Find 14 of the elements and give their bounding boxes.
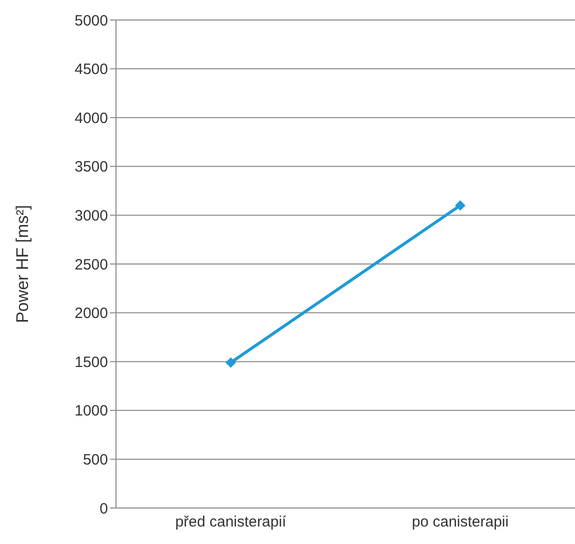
y-tick-label: 4000 xyxy=(74,110,108,127)
y-tick-label: 500 xyxy=(82,452,108,469)
x-tick-label: před canisterapií xyxy=(175,514,288,531)
y-axis-title: Power HF [ms²] xyxy=(12,204,32,324)
y-tick-label: 4500 xyxy=(74,61,108,78)
y-tick-label: 2500 xyxy=(74,256,108,274)
y-tick-label: 1000 xyxy=(74,402,108,420)
y-tick-label: 5000 xyxy=(74,12,108,30)
y-tick-label: 3500 xyxy=(74,158,108,176)
y-tick-label: 0 xyxy=(100,500,108,518)
y-tick-label: 1500 xyxy=(74,354,108,371)
x-tick-label: po canisterapii xyxy=(412,514,509,531)
y-tick-label: 2000 xyxy=(74,305,108,322)
y-tick-label: 3000 xyxy=(74,208,108,225)
